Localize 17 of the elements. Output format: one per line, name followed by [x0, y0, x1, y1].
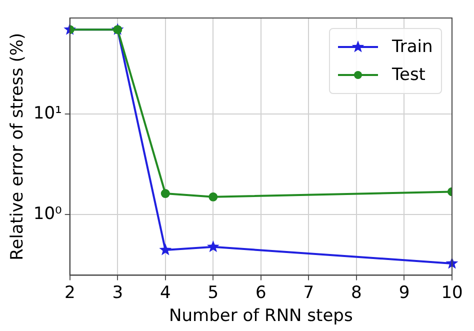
y-tick-label: 10⁰: [33, 204, 62, 224]
x-tick-label: 2: [64, 282, 76, 303]
y-tick-label: 10¹: [33, 103, 62, 124]
x-tick-label: 7: [303, 282, 314, 303]
x-tick-label: 9: [398, 282, 410, 303]
x-axis-title: Number of RNN steps: [169, 306, 353, 326]
x-tick-label: 3: [112, 282, 124, 303]
legend-label: Train: [392, 36, 433, 59]
x-tick-label: 6: [256, 282, 266, 303]
legend-label: Test: [392, 64, 426, 87]
x-tick-label: 10: [441, 282, 463, 303]
y-axis-title: Relative error of stress (%): [8, 32, 28, 260]
x-tick-label: 4: [160, 282, 171, 303]
x-tick-label: 8: [351, 282, 362, 303]
x-tick-label: 5: [208, 282, 219, 303]
point: [208, 192, 218, 202]
point: [160, 189, 170, 198]
